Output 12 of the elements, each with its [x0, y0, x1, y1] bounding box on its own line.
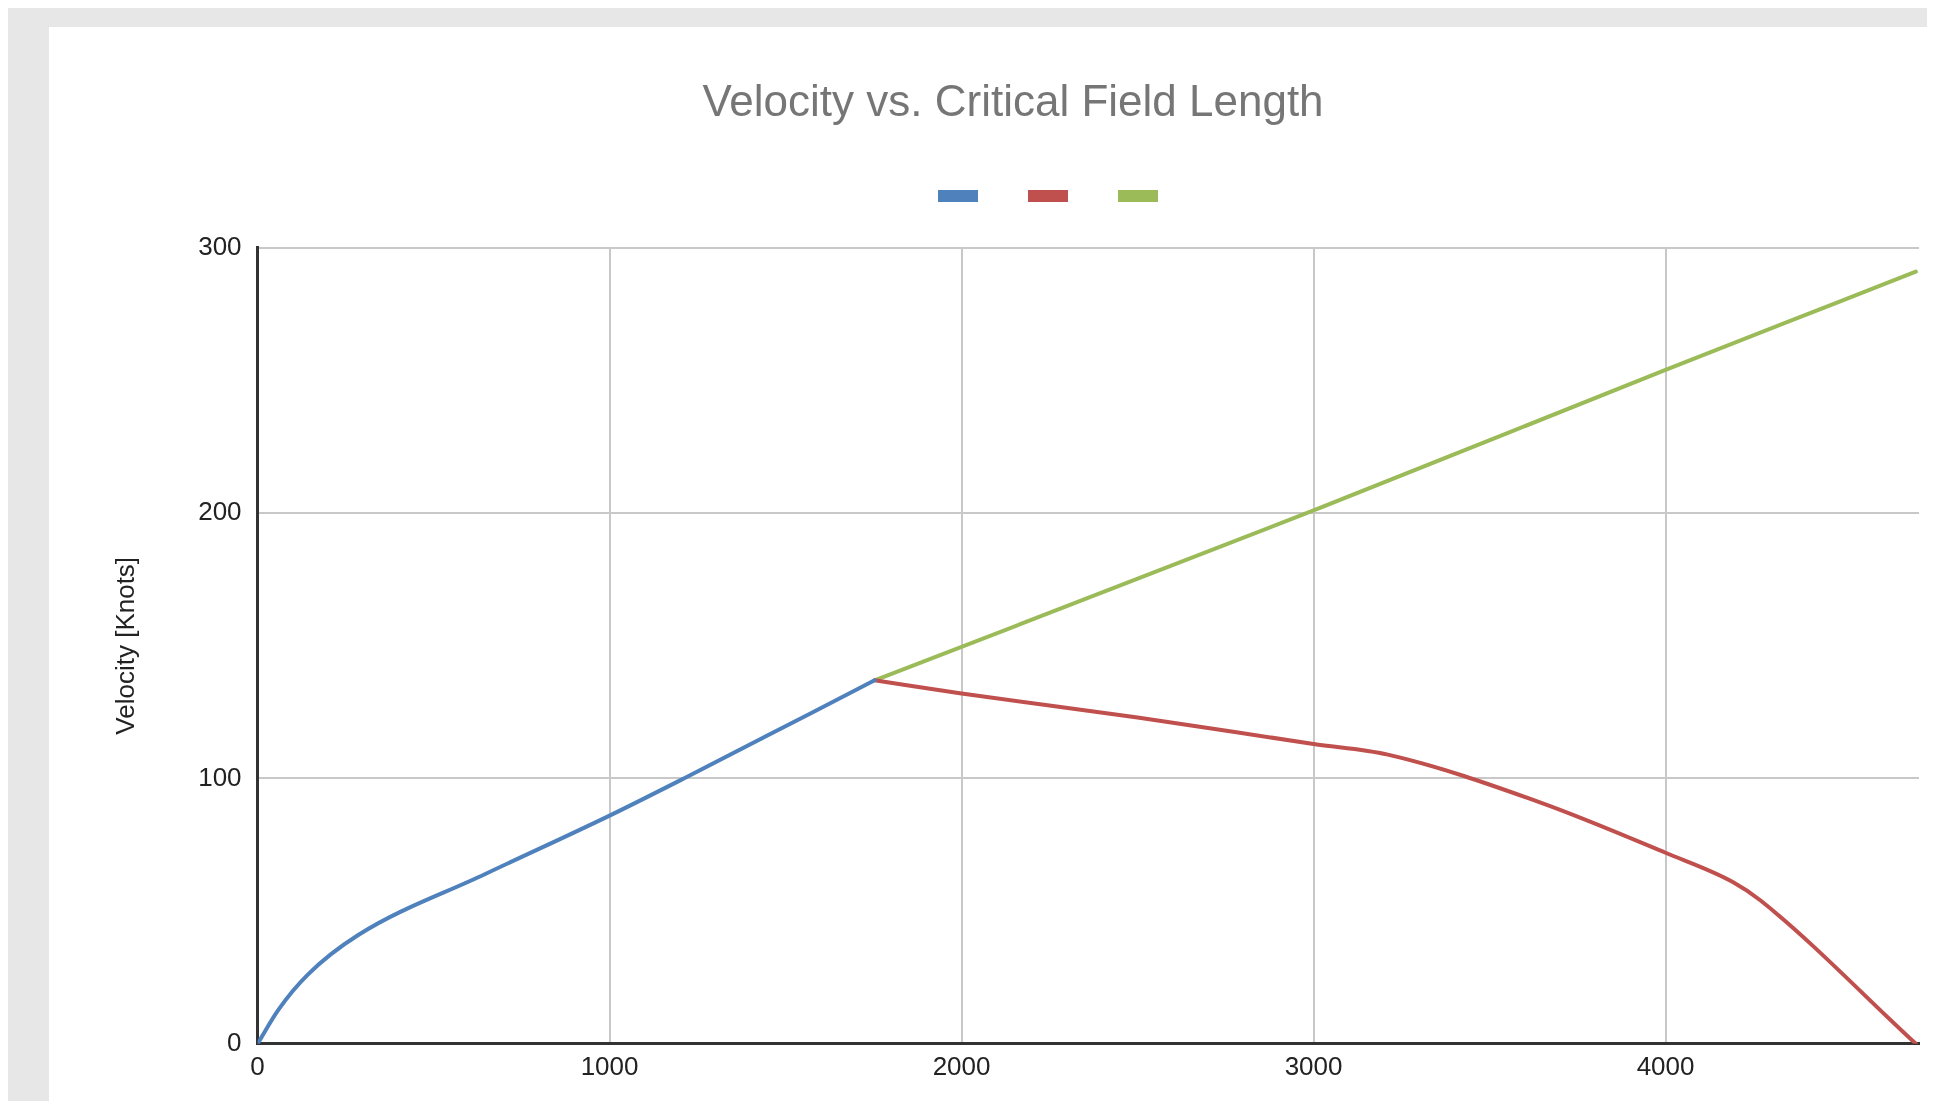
y-tick-label: 0 [227, 1026, 242, 1057]
line-series [257, 678, 877, 1044]
x-tick-label: 1000 [580, 1050, 639, 1081]
chart-title: Velocity vs. Critical Field Length [702, 75, 1324, 125]
y-tick-label: 300 [198, 230, 242, 261]
x-tick-label: 3000 [1284, 1050, 1343, 1081]
x-tick-label: 2000 [932, 1050, 991, 1081]
y-axis-title: Velocity [Knots] [109, 556, 140, 735]
y-tick-label: 100 [198, 761, 242, 792]
x-tick-label: 0 [250, 1050, 265, 1081]
y-tick-label: 200 [198, 496, 242, 527]
x-tick-label: 4000 [1636, 1050, 1695, 1081]
